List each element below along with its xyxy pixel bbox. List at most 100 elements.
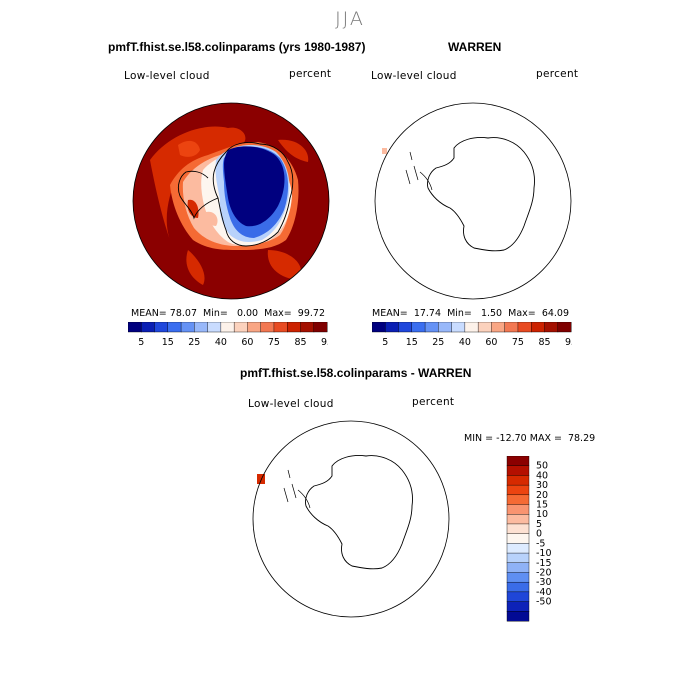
panel3-colorbar-swatch bbox=[506, 484, 530, 496]
panel2-colorbar-swatch bbox=[371, 321, 386, 333]
panel2-colorbar-swatch bbox=[464, 321, 479, 333]
panel3-colorbar-tick-label: 20 bbox=[536, 490, 548, 501]
panel1-colorbar-swatch bbox=[313, 321, 328, 333]
panel2-title: WARREN bbox=[448, 40, 502, 54]
panel3-colorbar-tick-label: -15 bbox=[536, 558, 552, 569]
panel2-colorbar-swatch bbox=[424, 321, 439, 333]
panel3-variable-label: Low-level cloud bbox=[248, 398, 334, 410]
panel3-colorbar-swatch bbox=[506, 465, 530, 476]
panel1-colorbar-swatch bbox=[154, 321, 169, 333]
panel2-colorbar-tick-label: 95 bbox=[565, 337, 572, 348]
panel1-max-label: Max= bbox=[264, 308, 292, 319]
panel2-max-value: 64.09 bbox=[541, 308, 570, 319]
panel3-colorbar-swatch bbox=[506, 523, 530, 535]
panel3-colorbar-swatch bbox=[506, 475, 530, 486]
panel1-colorbar-tick-label: 25 bbox=[188, 337, 200, 348]
panel1-colorbar-swatch bbox=[141, 321, 156, 333]
panel3-colorbar-swatch bbox=[506, 533, 530, 544]
panel2-colorbar-swatch bbox=[477, 321, 492, 333]
panel3-colorbar: 50 40 30 20 15 10 5 0 -5 -10 -15 -20 -30 -40 -50 bbox=[506, 455, 576, 630]
panel1-variable-label: Low-level cloud bbox=[124, 70, 210, 82]
panel1-title: pmfT.fhist.se.l58.colinparams (yrs 1980-… bbox=[108, 40, 366, 54]
panel2-mean-label: MEAN= bbox=[372, 308, 408, 319]
panel1-map bbox=[132, 102, 330, 300]
panel2-colorbar-tick-label: 75 bbox=[512, 337, 524, 348]
panel2-colorbar-swatch bbox=[504, 321, 519, 333]
panel3-units-label: percent bbox=[412, 396, 455, 408]
panel3-colorbar-swatch bbox=[506, 591, 530, 602]
panel3-colorbar-tick-label: 30 bbox=[536, 480, 548, 491]
panel2-colorbar-tick-label: 85 bbox=[538, 337, 550, 348]
panel2-colorbar-tick-label: 60 bbox=[485, 337, 497, 348]
panel3-colorbar-swatch bbox=[506, 601, 530, 612]
panel2-min-value: 1.50 bbox=[480, 308, 503, 319]
panel3-colorbar-tick-label: 10 bbox=[536, 509, 548, 520]
panel2-variable-label: Low-level cloud bbox=[371, 70, 457, 82]
panel3-colorbar-swatch bbox=[506, 562, 530, 573]
panel1-units-label: percent bbox=[289, 68, 332, 80]
panel2-colorbar-swatch bbox=[451, 321, 466, 333]
panel3-colorbar-swatch bbox=[506, 572, 530, 583]
panel2-colorbar-swatch bbox=[557, 321, 572, 333]
panel2-colorbar-swatch bbox=[517, 321, 532, 333]
panel3-colorbar-tick-label: -40 bbox=[536, 587, 552, 598]
panel1-colorbar-swatch bbox=[167, 321, 182, 333]
panel2-stats: MEAN= 17.74 Min= 1.50 Max= 64.09 bbox=[372, 308, 569, 319]
panel3-colorbar-tick-label: 15 bbox=[536, 500, 548, 511]
panel3-colorbar-tick-label: -30 bbox=[536, 577, 552, 588]
panel1-colorbar-tick-label: 60 bbox=[241, 337, 253, 348]
panel1-colorbar-swatch bbox=[207, 321, 222, 333]
panel2-colorbar-swatch bbox=[398, 321, 413, 333]
panel2-colorbar-tick-label: 40 bbox=[459, 337, 471, 348]
panel3-colorbar-swatch bbox=[506, 543, 530, 554]
panel2-colorbar-swatch bbox=[385, 321, 400, 333]
panel3-colorbar-swatch bbox=[506, 494, 530, 505]
panel2-units-label: percent bbox=[536, 68, 579, 80]
panel1-min-label: Min= bbox=[203, 308, 228, 319]
panel3-colorbar-tick-label: 5 bbox=[536, 519, 542, 530]
panel2-colorbar-tick-label: 15 bbox=[406, 337, 418, 348]
panel1-colorbar-tick-label: 40 bbox=[215, 337, 227, 348]
panel3-title: pmfT.fhist.se.l58.colinparams - WARREN bbox=[240, 366, 472, 380]
season-title: JJA bbox=[335, 8, 365, 30]
panel1-colorbar-swatch bbox=[194, 321, 209, 333]
panel3-colorbar-tick-label: -50 bbox=[536, 597, 552, 608]
panel2-min-label: Min= bbox=[447, 308, 472, 319]
panel1-colorbar-swatch bbox=[180, 321, 195, 333]
panel1-colorbar-swatch bbox=[233, 321, 248, 333]
panel1-colorbar-tick-label: 5 bbox=[138, 337, 144, 348]
panel3-colorbar-tick-label: -5 bbox=[536, 538, 545, 549]
panel3-colorbar-tick-label: 40 bbox=[536, 470, 548, 481]
panel3-colorbar-swatch bbox=[506, 581, 530, 593]
panel2-colorbar-swatch bbox=[530, 321, 545, 333]
panel3-colorbar-swatch bbox=[506, 611, 530, 622]
panel1-colorbar-swatch bbox=[300, 321, 315, 333]
panel1-colorbar-swatch bbox=[286, 321, 301, 333]
panel1-mean-value: 78.07 bbox=[169, 308, 197, 319]
panel2-max-label: Max= bbox=[508, 308, 536, 319]
panel3-colorbar-tick-label: 50 bbox=[536, 461, 548, 472]
panel1-mean-label: MEAN= bbox=[131, 308, 167, 319]
panel2-colorbar-tick-label: 25 bbox=[432, 337, 444, 348]
panel2-map bbox=[374, 102, 572, 300]
panel1-colorbar-tick-label: 15 bbox=[162, 337, 174, 348]
panel3-map bbox=[252, 420, 450, 618]
panel3-colorbar-tick-label: -10 bbox=[536, 548, 552, 559]
panel1-max-value: 99.72 bbox=[297, 308, 325, 319]
panel2-colorbar-tick-label: 5 bbox=[382, 337, 388, 348]
panel1-contour-fill bbox=[133, 103, 329, 299]
panel2-colorbar-swatch bbox=[438, 321, 453, 333]
panel3-minmax-text: MIN = -12.70 MAX = 78.29 bbox=[464, 433, 596, 444]
panel1-colorbar-tick-label: 85 bbox=[294, 337, 306, 348]
panel3-colorbar-swatch bbox=[506, 504, 530, 515]
panel3-colorbar-swatch bbox=[506, 455, 530, 467]
panel1-stats: MEAN= 78.07 Min= 0.00 Max= 99.72 bbox=[131, 308, 325, 319]
panel1-colorbar-swatch bbox=[220, 321, 235, 333]
panel3-colorbar-tick-label: -20 bbox=[536, 568, 552, 579]
panel3-colorbar-swatch bbox=[506, 552, 530, 564]
panel2-colorbar-swatch bbox=[491, 321, 506, 333]
panel2-colorbar-swatch bbox=[544, 321, 559, 333]
panel3-colorbar-swatch bbox=[506, 514, 530, 525]
panel1-min-value: 0.00 bbox=[236, 308, 259, 319]
panel1-colorbar-tick-label: 75 bbox=[268, 337, 280, 348]
